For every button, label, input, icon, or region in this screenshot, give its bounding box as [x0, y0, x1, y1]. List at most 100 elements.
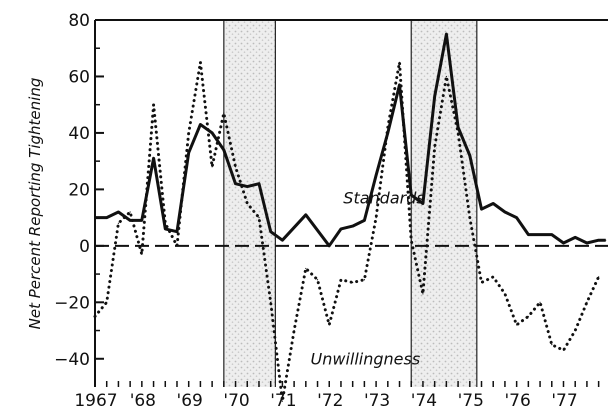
data-point-unwillingness	[422, 293, 424, 295]
data-point-unwillingness	[164, 222, 166, 224]
x-tick-label: '74	[411, 391, 437, 409]
data-point-standards	[445, 33, 447, 35]
series-line-standards	[95, 32, 606, 248]
y-tick-label: 80	[68, 11, 90, 31]
data-point-standards	[164, 228, 166, 230]
data-point-standards	[363, 219, 365, 222]
data-point-standards	[527, 233, 529, 236]
data-point-unwillingness	[328, 324, 330, 326]
data-point-standards	[492, 202, 494, 205]
data-point-standards	[234, 183, 237, 185]
data-point-unwillingness	[539, 301, 541, 303]
y-tick-label: −40	[54, 350, 90, 370]
data-point-standards	[270, 231, 272, 233]
data-point-unwillingness	[293, 329, 295, 332]
x-tick-label: '73	[364, 391, 390, 409]
data-point-standards	[469, 154, 471, 157]
data-point-unwillingness	[551, 344, 553, 346]
data-point-standards	[328, 245, 330, 247]
data-point-standards	[188, 152, 190, 154]
data-point-unwillingness	[598, 276, 600, 278]
x-tick-label: '72	[317, 391, 343, 409]
data-point-standards	[129, 219, 131, 222]
x-tick-label: '71	[270, 391, 296, 409]
y-tick-label: −20	[54, 293, 90, 313]
data-point-standards	[434, 95, 436, 97]
data-point-unwillingness	[492, 276, 494, 278]
data-point-unwillingness	[387, 126, 389, 128]
data-point-standards	[516, 217, 518, 219]
x-tick-label: '70	[223, 391, 249, 409]
data-point-standards	[605, 239, 607, 241]
data-point-unwillingness	[305, 267, 307, 270]
data-point-standards	[598, 239, 600, 241]
data-point-standards	[562, 242, 565, 244]
data-point-unwillingness	[504, 293, 506, 295]
data-point-unwillingness	[234, 166, 237, 168]
data-point-unwillingness	[586, 301, 588, 303]
y-axis-label: Net Percent Reporting Tightening	[26, 78, 44, 330]
data-point-unwillingness	[574, 329, 576, 332]
data-point-unwillingness	[352, 281, 354, 284]
data-point-standards	[410, 194, 412, 196]
data-point-unwillingness	[152, 104, 155, 106]
series-line-unwillingness	[93, 62, 601, 402]
data-point-unwillingness	[141, 253, 143, 255]
recession-band-1	[223, 20, 276, 387]
data-point-unwillingness	[457, 132, 459, 134]
y-tick-label: 20	[68, 180, 90, 200]
data-point-standards	[422, 202, 424, 205]
data-point-unwillingness	[410, 239, 412, 241]
data-point-unwillingness	[527, 315, 529, 318]
data-point-unwillingness	[94, 315, 96, 318]
data-point-unwillingness	[246, 202, 248, 205]
data-point-standards	[551, 233, 553, 236]
data-point-unwillingness	[176, 245, 178, 247]
data-point-unwillingness	[129, 211, 131, 213]
data-point-unwillingness	[562, 349, 565, 351]
data-point-standards	[352, 225, 354, 227]
data-point-standards	[574, 236, 576, 238]
data-point-unwillingness	[375, 217, 377, 219]
data-point-standards	[586, 242, 588, 244]
data-point-unwillingness	[199, 61, 202, 63]
x-tick-label: '76	[504, 391, 530, 409]
x-tick-label: '68	[130, 391, 156, 409]
data-point-unwillingness	[480, 281, 483, 284]
y-tick-label: 40	[68, 124, 90, 144]
data-point-standards	[480, 208, 483, 210]
y-tick-label: 60	[68, 67, 90, 87]
data-point-unwillingness	[363, 279, 365, 281]
data-point-unwillingness	[223, 112, 225, 114]
y-tick-label: 0	[79, 237, 90, 257]
series-group	[93, 32, 607, 402]
annotation-unwillingness: Unwillingness	[311, 349, 421, 368]
data-point-unwillingness	[281, 400, 283, 402]
data-point-standards	[305, 214, 307, 216]
x-tick-label: '75	[458, 391, 484, 409]
data-point-unwillingness	[469, 217, 471, 219]
data-point-standards	[117, 211, 120, 213]
data-point-unwillingness	[106, 301, 108, 303]
data-point-standards	[375, 174, 377, 176]
x-tick-label: 1967	[74, 391, 117, 409]
data-point-standards	[281, 239, 283, 241]
data-point-standards	[106, 217, 108, 219]
data-point-standards	[176, 231, 178, 233]
data-point-standards	[94, 217, 96, 219]
axes-group	[94, 19, 608, 387]
data-point-standards	[211, 132, 213, 134]
data-point-unwillingness	[340, 279, 342, 281]
data-point-standards	[152, 157, 155, 159]
data-point-unwillingness	[258, 217, 260, 219]
data-point-unwillingness	[117, 222, 120, 224]
data-point-unwillingness	[398, 61, 401, 63]
data-point-standards	[340, 228, 342, 230]
labels-group: Net Percent Reporting Tightening −40 −20 0…	[26, 11, 578, 409]
annotation-standards: Standards	[343, 189, 424, 208]
data-point-standards	[539, 233, 541, 236]
data-point-unwillingness	[516, 324, 518, 326]
data-point-standards	[246, 185, 248, 188]
data-point-unwillingness	[434, 146, 436, 148]
